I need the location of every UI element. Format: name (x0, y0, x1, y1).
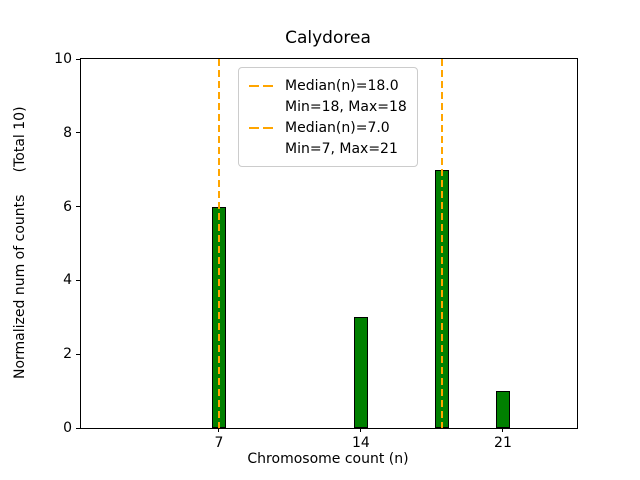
bar (353, 317, 369, 428)
x-tick-label: 14 (352, 435, 370, 451)
y-tick-mark (76, 279, 80, 281)
legend-entry-sub: Min=18, Max=18 (249, 96, 407, 117)
y-tick-mark (76, 58, 80, 60)
y-tick-mark (76, 206, 80, 208)
plot-area: 0 2 4 6 8 10 7 14 21 Median(n)=18.0 Min=18, Max=18… (54, 51, 578, 451)
x-tick-label: 7 (214, 435, 224, 451)
dashed-line-sample-icon (249, 84, 276, 87)
y-tick-label: 0 (63, 420, 72, 436)
y-tick-label: 2 (63, 346, 72, 363)
legend-spacer (249, 106, 276, 108)
x-tick-mark (360, 428, 362, 432)
legend-entry: Median(n)=7.0 (249, 117, 407, 138)
chart-title: Calydorea (285, 28, 371, 48)
median-line (217, 59, 220, 428)
legend-entry: Median(n)=18.0 (249, 75, 407, 96)
x-axis-label: Chromosome count (n) (247, 451, 409, 467)
x-tick-mark (218, 428, 220, 432)
y-tick-label: 4 (63, 272, 72, 289)
median-line (441, 59, 444, 428)
legend-entry-sub: Min=7, Max=21 (249, 138, 407, 159)
bar (495, 391, 511, 428)
legend-spacer (249, 148, 276, 150)
legend-sublabel: Min=18, Max=18 (285, 98, 407, 115)
legend: Median(n)=18.0 Min=18, Max=18 Median(n)=7.… (238, 67, 418, 167)
y-tick-mark (76, 132, 80, 134)
y-tick-label: 6 (63, 198, 72, 215)
y-tick-mark (76, 427, 80, 429)
y-tick-label: 8 (63, 124, 72, 141)
legend-label: Median(n)=18.0 (285, 77, 399, 94)
x-tick-mark (502, 428, 504, 432)
y-tick-label: 10 (54, 51, 72, 67)
legend-label: Median(n)=7.0 (285, 119, 390, 136)
x-tick-label: 21 (494, 435, 512, 451)
legend-sublabel: Min=7, Max=21 (285, 140, 398, 157)
dashed-line-sample-icon (249, 126, 276, 129)
y-axis-label: Normalized num of counts (Total 10) (12, 106, 28, 379)
y-tick-mark (76, 353, 80, 355)
